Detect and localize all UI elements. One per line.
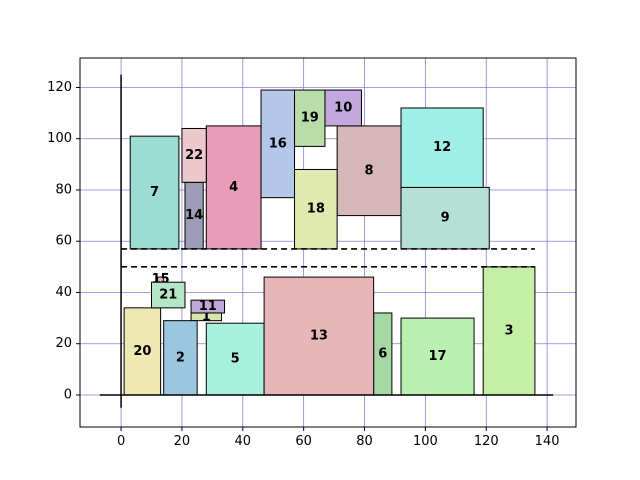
rect-label: 10 — [334, 100, 352, 115]
rect-shape — [400, 317, 475, 396]
rect-label: 19 — [301, 111, 319, 126]
rect-shape — [336, 125, 402, 217]
rect-label: 1 — [202, 309, 211, 324]
rect-label: 8 — [365, 163, 374, 178]
rect-shape — [129, 135, 180, 250]
x-tick-label: 60 — [295, 434, 312, 449]
rect-17: 17 — [400, 317, 475, 396]
reference-lines — [99, 74, 554, 408]
rect-13: 13 — [263, 276, 375, 396]
rect-5: 5 — [205, 322, 265, 396]
rect-8: 8 — [336, 125, 402, 217]
rect-label: 14 — [185, 208, 203, 223]
rect-label: 20 — [133, 344, 151, 359]
y-tick-label: 0 — [64, 387, 72, 402]
rect-9: 9 — [400, 186, 490, 250]
rect-2: 2 — [163, 320, 198, 396]
y-tick-label: 40 — [55, 285, 72, 300]
rect-label: 22 — [185, 148, 203, 163]
rect-shape — [181, 127, 207, 183]
rect-label: 5 — [231, 352, 240, 367]
rect-label: 9 — [441, 211, 450, 226]
rect-shape — [123, 307, 162, 396]
rect-label: 4 — [229, 180, 238, 195]
rect-label: 11 — [199, 299, 217, 314]
y-axis-ticks: 0 20 40 60 80 100 120 — [47, 80, 80, 402]
x-axis-ticks: 0 20 40 60 80 100 120 140 — [117, 427, 560, 449]
x-tick-label: 140 — [535, 434, 560, 449]
rect-6: 6 — [373, 312, 393, 396]
rect-18: 18 — [294, 168, 338, 250]
plot-frame — [79, 57, 577, 428]
y-tick-label: 120 — [47, 80, 72, 95]
rect-label: 13 — [310, 329, 328, 344]
x-tick-label: 0 — [117, 434, 125, 449]
rect-shape — [324, 89, 362, 127]
rect-11: 11 — [190, 299, 226, 314]
rect-label: 2 — [176, 350, 185, 365]
rect-20: 20 — [123, 307, 162, 396]
y-tick-label: 100 — [47, 131, 72, 146]
y-tick-label: 60 — [55, 234, 72, 249]
rect-21: 21 — [151, 281, 186, 309]
rect-label: 6 — [378, 346, 387, 361]
rect-label: 21 — [159, 288, 177, 303]
rect-12: 12 — [400, 107, 484, 188]
rect-7: 7 — [129, 135, 180, 250]
rect-shape — [163, 320, 198, 396]
rect-shape — [294, 89, 326, 147]
x-tick-label: 80 — [356, 434, 373, 449]
rect-label: 12 — [433, 140, 451, 155]
rect-label: 7 — [150, 185, 159, 200]
rect-shape — [151, 281, 186, 309]
x-tick-label: 100 — [413, 434, 438, 449]
y-tick-label: 20 — [55, 336, 72, 351]
rect-label: 18 — [307, 202, 325, 217]
rect-label: 17 — [428, 349, 446, 364]
rect-shape — [400, 107, 484, 188]
rect-22: 22 — [181, 127, 207, 183]
x-tick-label: 120 — [474, 434, 499, 449]
rect-14: 14 — [184, 181, 204, 250]
rect-shape — [400, 186, 490, 250]
rect-shape — [190, 299, 226, 314]
y-tick-label: 80 — [55, 182, 72, 197]
rect-19: 19 — [294, 89, 326, 147]
x-tick-label: 40 — [235, 434, 252, 449]
rect-label: 3 — [505, 323, 514, 338]
rect-4: 4 — [205, 125, 262, 250]
rect-label: 16 — [269, 136, 287, 151]
rect-10: 10 — [324, 89, 362, 127]
rect-shape — [260, 89, 296, 199]
rect-16: 16 — [260, 89, 296, 199]
rect-3: 3 — [482, 266, 536, 396]
rect-shape — [205, 322, 265, 396]
x-tick-label: 20 — [174, 434, 191, 449]
